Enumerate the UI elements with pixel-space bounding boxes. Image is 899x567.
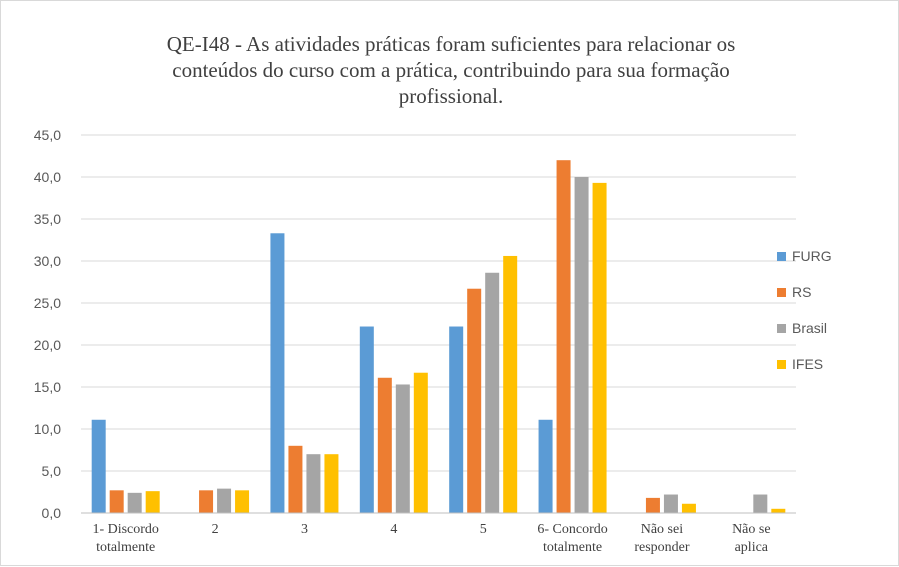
legend: FURG RS Brasil IFES: [777, 247, 832, 391]
y-tick-label: 0,0: [42, 505, 62, 521]
bar-ifes-5: [592, 182, 607, 513]
x-tick-label: Não se aplica: [732, 522, 771, 555]
bar-furg-3: [359, 326, 374, 513]
bar-ifes-6: [681, 503, 696, 513]
legend-swatch: [777, 359, 786, 369]
y-tick-label: 45,0: [34, 127, 61, 143]
bar-brasil-7: [753, 494, 768, 513]
bar-rs-4: [467, 288, 482, 513]
bar-ifes-2: [324, 454, 339, 513]
y-tick-label: 25,0: [34, 295, 61, 311]
x-tick-label: 2: [212, 522, 219, 537]
legend-swatch: [777, 323, 786, 333]
bar-brasil-0: [127, 492, 142, 513]
bar-brasil-5: [574, 177, 589, 513]
bar-furg-5: [538, 419, 553, 513]
legend-item-rs: RS: [777, 283, 832, 301]
bar-ifes-4: [503, 255, 518, 513]
bar-ifes-1: [235, 490, 250, 513]
bar-brasil-1: [217, 488, 232, 513]
y-tick-label: 30,0: [34, 253, 61, 269]
bar-brasil-6: [663, 494, 678, 513]
legend-item-furg: FURG: [777, 247, 832, 265]
y-axis-ticks: 0,0 5,0 10,0 15,0 20,0 25,0 30,0 35,0 40,0 45,0: [34, 127, 61, 521]
x-tick-label: 6- Concordo totalmente: [537, 522, 607, 555]
bar-rs-3: [377, 377, 392, 513]
gridlines: [81, 134, 796, 472]
bar-furg-2: [270, 233, 285, 513]
bar-brasil-4: [485, 272, 500, 513]
bar-rs-5: [556, 160, 571, 513]
bar-furg-4: [449, 326, 464, 513]
y-tick-label: 10,0: [34, 421, 61, 437]
x-axis-labels: 1- Discordo totalmente 2 3 4 5 6- Concordo tota…: [92, 522, 770, 555]
bar-brasil-2: [306, 454, 321, 513]
bars: [91, 160, 786, 513]
chart-title: QE-I48 - As atividades práticas foram su…: [166, 32, 736, 108]
legend-swatch: [777, 287, 786, 297]
x-tick-label: 4: [390, 522, 397, 537]
x-tick-label: Não sei responder: [634, 522, 690, 555]
bar-furg-0: [91, 419, 106, 513]
legend-label: FURG: [792, 248, 832, 264]
bar-rs-1: [199, 490, 214, 513]
bar-ifes-7: [771, 508, 786, 513]
legend-swatch: [777, 251, 786, 261]
y-tick-label: 35,0: [34, 211, 61, 227]
x-tick-label: 5: [480, 522, 487, 537]
y-tick-label: 40,0: [34, 169, 61, 185]
bar-rs-2: [288, 445, 303, 513]
legend-label: Brasil: [792, 320, 828, 336]
x-tick-label: 3: [301, 522, 308, 537]
legend-item-ifes: IFES: [777, 355, 832, 373]
bar-rs-6: [645, 497, 660, 513]
x-tick-label: 1- Discordo totalmente: [92, 522, 159, 555]
bar-ifes-3: [413, 372, 428, 513]
y-tick-label: 15,0: [34, 379, 61, 395]
bar-brasil-3: [395, 384, 410, 513]
y-tick-label: 5,0: [42, 463, 62, 479]
legend-item-brasil: Brasil: [777, 319, 832, 337]
legend-label: IFES: [792, 356, 824, 372]
y-tick-label: 20,0: [34, 337, 61, 353]
bar-rs-0: [109, 490, 124, 513]
bar-ifes-0: [145, 491, 160, 513]
legend-label: RS: [792, 284, 812, 300]
